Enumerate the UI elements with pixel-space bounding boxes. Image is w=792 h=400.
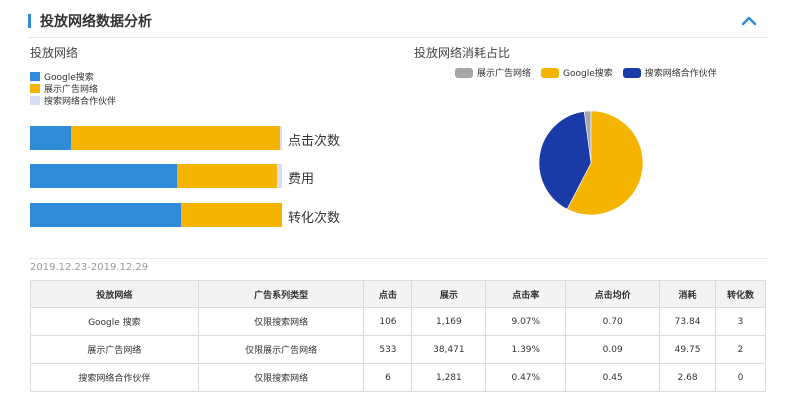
chevron-up-icon[interactable] [740,12,758,30]
left-panel-title: 投放网络 [30,46,79,60]
bar-segment-google-search [30,203,182,227]
column-header: 消耗 [659,280,717,308]
table-cell: 仅限搜索网络 [197,307,365,336]
table-cell: 49.75 [659,335,717,364]
pie-slice-google-search [566,110,644,216]
legend-swatch [455,67,473,78]
table-cell: 0.09 [565,335,661,364]
pie-slice-search-partners [538,111,592,210]
legend-swatch [30,83,40,93]
table-cell: 2.68 [659,363,717,392]
table-cell: 展示广告网络 [30,335,199,364]
legend-swatch [622,67,641,78]
right-panel-title: 投放网络消耗占比 [414,46,511,60]
column-header: 点击均价 [565,280,661,308]
pie-chart-legend: 展示广告网络 Google搜索 搜索网络合作伙伴 [455,66,727,79]
table-cell: 38,471 [411,335,487,364]
bar-segment-display-network [177,164,277,188]
legend-label: Google搜索 [44,72,94,83]
legend-label: Google搜索 [563,69,613,79]
table-cell: 0 [715,363,766,392]
bar-label: 点击次数 [288,134,341,149]
table-cell: 仅限搜索网络 [197,363,365,392]
table-cell: 6 [363,363,413,392]
legend-swatch [30,95,40,105]
bar-segment-search-partners [276,164,282,188]
divider [28,258,768,259]
bar-segment-google-search [30,126,72,150]
table-cell: 0.45 [565,363,661,392]
bar-segment-search-partners [279,126,282,150]
table-row: Google 搜索 仅限搜索网络 106 1,169 9.07% 0.70 73… [30,307,766,336]
table-cell: 9.07% [485,307,567,336]
table-row: 展示广告网络 仅限展示广告网络 533 38,471 1.39% 0.09 49… [30,335,766,364]
table-cell: 1,169 [411,307,487,336]
column-header: 转化数 [715,280,766,308]
bar-chart-legend: Google搜索 展示广告网络 搜索网络合作伙伴 [30,70,117,107]
bar-row-clicks: 点击次数 [30,126,370,154]
column-header: 投放网络 [30,280,199,308]
bar-label: 转化次数 [288,211,341,226]
legend-label: 展示广告网络 [44,84,99,95]
legend-swatch [541,67,560,78]
table-cell: 2 [715,335,766,364]
table-header-row: 投放网络 广告系列类型 点击 展示 点击率 点击均价 消耗 转化数 [30,280,766,308]
table-cell: Google 搜索 [30,307,199,336]
bar-track [30,203,282,227]
bar-row-conversions: 转化次数 [30,203,370,231]
column-header: 点击 [363,280,413,308]
table-cell: 73.84 [659,307,717,336]
bar-track [30,164,282,188]
table-cell: 106 [363,307,413,336]
column-header: 点击率 [485,280,567,308]
bar-segment-google-search [30,164,178,188]
bar-track [30,126,282,150]
legend-label: 搜索网络合作伙伴 [644,69,717,79]
legend-label: 搜索网络合作伙伴 [44,96,117,107]
table-cell: 3 [715,307,766,336]
legend-item-display-network[interactable]: 展示广告网络 [455,66,531,79]
header-accent-bar [28,14,31,28]
table-cell: 搜索网络合作伙伴 [30,363,199,392]
data-table: 投放网络 广告系列类型 点击 展示 点击率 点击均价 消耗 转化数 Google… [30,280,766,392]
table-cell: 1,281 [411,363,487,392]
legend-item-search-partners[interactable]: 搜索网络合作伙伴 [622,66,717,79]
legend-item-search-partners: 搜索网络合作伙伴 [30,94,117,107]
pie-chart [538,110,644,216]
table-row: 搜索网络合作伙伴 仅限搜索网络 6 1,281 0.47% 0.45 2.68 … [30,363,766,392]
bar-segment-display-network [71,126,280,150]
section-header: 投放网络数据分析 [28,6,768,38]
bar-row-cost: 费用 [30,164,370,192]
table-cell: 1.39% [485,335,567,364]
legend-item-google-search[interactable]: Google搜索 [541,66,613,79]
legend-item-display-network: 展示广告网络 [30,82,116,95]
column-header: 广告系列类型 [197,280,365,308]
legend-item-google-search: Google搜索 [30,70,116,83]
column-header: 展示 [411,280,487,308]
legend-label: 展示广告网络 [477,69,532,79]
table-cell: 0.70 [565,307,661,336]
bar-segment-display-network [181,203,282,227]
bar-label: 费用 [288,172,315,187]
section-title: 投放网络数据分析 [40,14,152,30]
table-cell: 仅限展示广告网络 [197,335,365,364]
legend-swatch [30,71,40,81]
date-range: 2019.12.23-2019.12.29 [30,262,149,273]
table-cell: 0.47% [485,363,567,392]
table-cell: 533 [363,335,413,364]
